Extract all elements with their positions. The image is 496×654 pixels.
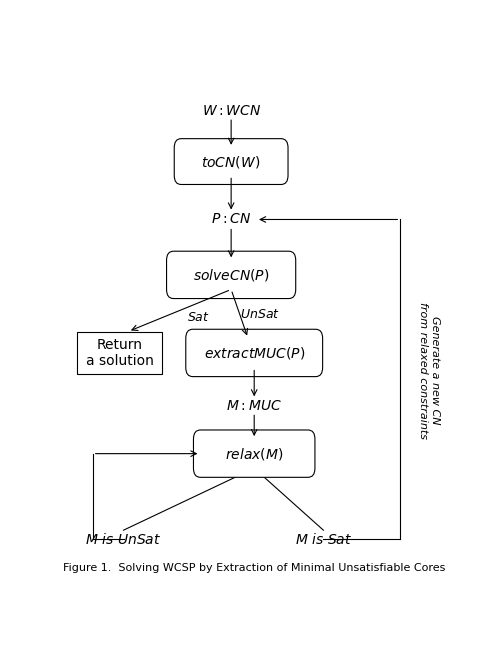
- Text: $UnSat$: $UnSat$: [240, 308, 280, 321]
- Text: $relax(M)$: $relax(M)$: [225, 445, 283, 462]
- Text: $solveCN(P)$: $solveCN(P)$: [193, 267, 269, 283]
- FancyBboxPatch shape: [174, 139, 288, 184]
- Text: $M~is~Sat$: $M~is~Sat$: [295, 532, 352, 547]
- Text: Generate a new CN
from relaxed constraints: Generate a new CN from relaxed constrain…: [418, 302, 440, 439]
- Text: $M~is~UnSat$: $M~is~UnSat$: [85, 532, 162, 547]
- FancyBboxPatch shape: [167, 251, 296, 298]
- Bar: [77, 332, 162, 374]
- Text: $P : CN$: $P : CN$: [211, 213, 251, 226]
- FancyBboxPatch shape: [193, 430, 315, 477]
- Text: $Sat$: $Sat$: [187, 311, 210, 324]
- Text: $W : WCN$: $W : WCN$: [201, 104, 261, 118]
- Text: Figure 1.  Solving WCSP by Extraction of Minimal Unsatisfiable Cores: Figure 1. Solving WCSP by Extraction of …: [63, 563, 445, 573]
- Text: $M : MUC$: $M : MUC$: [226, 399, 282, 413]
- FancyBboxPatch shape: [186, 329, 322, 377]
- Text: Return
a solution: Return a solution: [86, 338, 154, 368]
- Text: $extractMUC(P)$: $extractMUC(P)$: [203, 345, 305, 361]
- Text: $toCN(W)$: $toCN(W)$: [201, 154, 261, 169]
